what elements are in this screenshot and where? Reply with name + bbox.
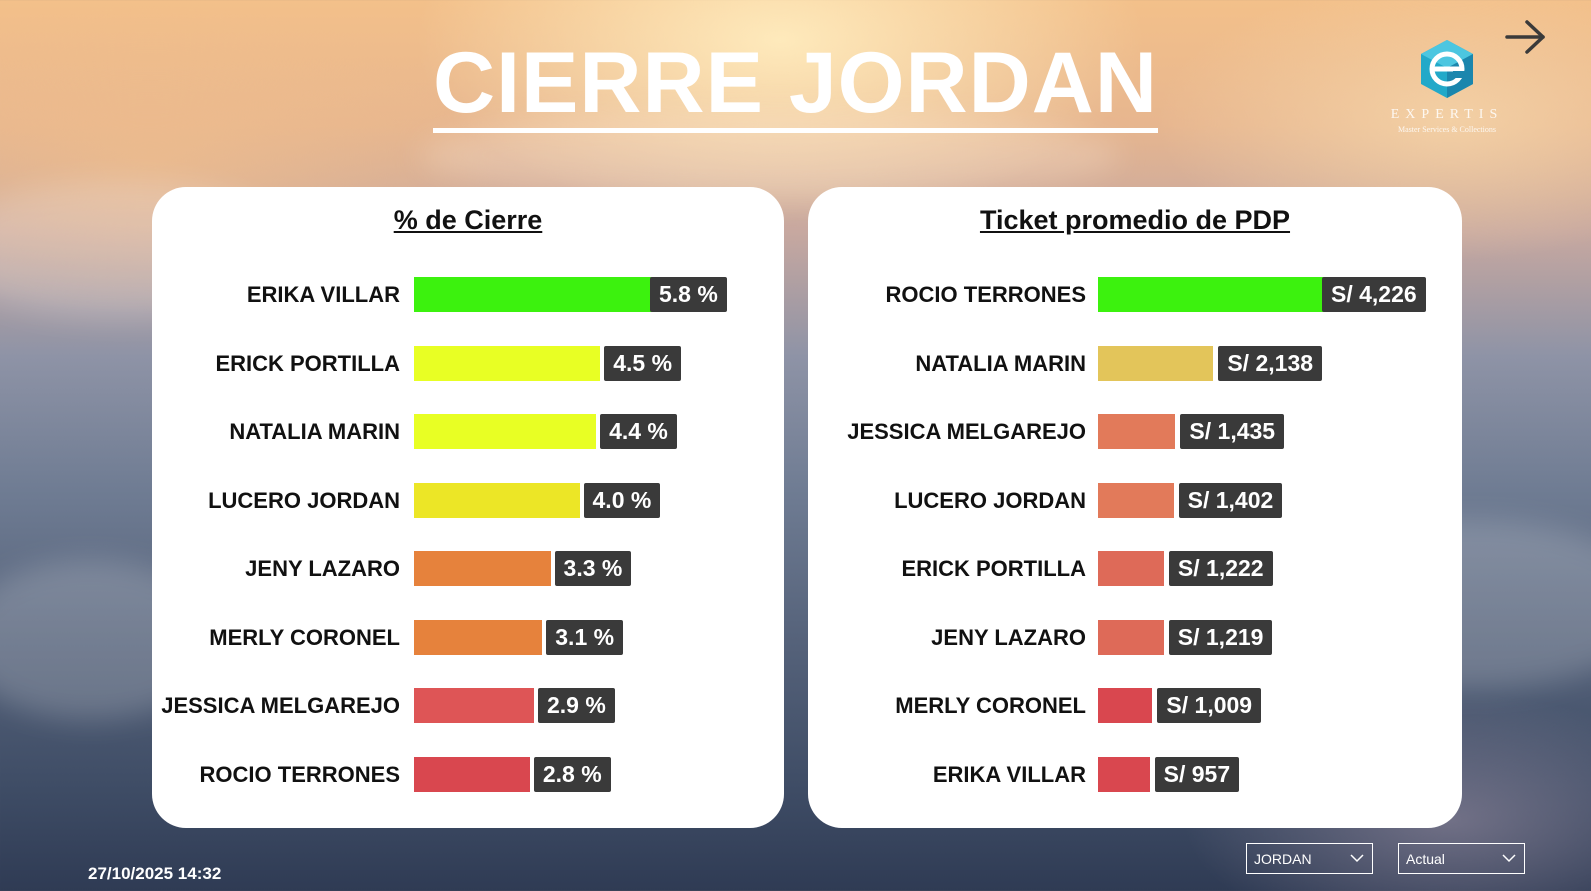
bar-row[interactable]: JESSICA MELGAREJO 2.9 % (152, 688, 784, 724)
logo-wordmark: EXPERTIS (1390, 107, 1504, 122)
bar-row[interactable]: ERICK PORTILLA 4.5 % (152, 345, 784, 382)
bar-row[interactable]: ERIKA VILLAR S/ 957 (808, 756, 1462, 793)
bar-row[interactable]: LUCERO JORDAN S/ 1,402 (808, 482, 1462, 519)
cloud-decoration (420, 110, 1120, 200)
bar[interactable] (414, 345, 601, 381)
bar[interactable] (1098, 345, 1214, 381)
chevron-down-icon (1502, 854, 1516, 863)
bar-row[interactable]: MERLY CORONEL 3.1 % (152, 619, 784, 656)
page-title: CIERRE JORDAN (0, 34, 1591, 133)
last-updated-timestamp: 27/10/2025 14:32 (88, 864, 222, 883)
bar-category-label: MERLY CORONEL (209, 624, 400, 650)
bar-row[interactable]: LUCERO JORDAN 4.0 % (152, 482, 784, 519)
arrow-right-icon[interactable] (1503, 14, 1549, 60)
bar[interactable] (414, 414, 597, 449)
bar-value-label: S/ 1,009 (1157, 688, 1262, 723)
bar-category-label: JENY LAZARO (245, 556, 400, 581)
bar-value-label: S/ 1,222 (1168, 551, 1273, 586)
bar-value-label: 2.9 % (538, 688, 615, 723)
bar[interactable] (414, 756, 530, 792)
bar[interactable] (1098, 551, 1164, 586)
bar-value-label: S/ 1,402 (1178, 482, 1283, 518)
bar-value-label: S/ 957 (1154, 756, 1240, 792)
bar-row[interactable]: ERICK PORTILLA S/ 1,222 (808, 551, 1462, 587)
bar[interactable] (1098, 619, 1164, 655)
bar[interactable] (1098, 482, 1174, 518)
bar[interactable] (1098, 277, 1326, 312)
bar-row[interactable]: JESSICA MELGAREJO S/ 1,435 (808, 414, 1462, 450)
bar-category-label: LUCERO JORDAN (894, 487, 1086, 513)
bar-row[interactable]: JENY LAZARO 3.3 % (152, 551, 784, 587)
bar-category-label: ROCIO TERRONES (885, 282, 1086, 307)
bar-row[interactable]: JENY LAZARO S/ 1,219 (808, 619, 1462, 656)
bar-category-label: MERLY CORONEL (895, 693, 1086, 718)
bar-category-label: JESSICA MELGAREJO (847, 419, 1086, 444)
page-title-text: CIERRE JORDAN (433, 35, 1158, 133)
bar-value-label: S/ 1,435 (1180, 414, 1285, 449)
chart-panel-cierre: % de Cierre ERIKA VILLAR 5.8 % ERICK PORTI… (152, 187, 784, 828)
bar-category-label: ERICK PORTILLA (901, 556, 1086, 581)
expertis-logo-icon (1421, 40, 1473, 98)
bar[interactable] (1098, 414, 1176, 449)
chart-title-cierre: % de Cierre (393, 205, 543, 235)
advisor-filter-dropdown[interactable]: JORDAN (1246, 843, 1373, 874)
chart-panel-ticket: Ticket promedio de PDP ROCIO TERRONES S/ … (808, 187, 1462, 828)
chevron-down-icon (1350, 854, 1364, 863)
bar-value-label: 4.4 % (600, 414, 677, 449)
company-logo: EXPERTIS Master Services & Collections (1380, 38, 1514, 138)
bar-category-label: NATALIA MARIN (229, 419, 400, 444)
bar[interactable] (1098, 688, 1153, 723)
bar-value-label: 2.8 % (533, 756, 611, 792)
bar-value-label: 4.0 % (583, 482, 661, 518)
bar-row[interactable]: ROCIO TERRONES 2.8 % (152, 756, 784, 793)
bar-value-label: 3.1 % (546, 619, 624, 655)
logo-tagline: Master Services & Collections (1398, 125, 1496, 134)
bar-row[interactable]: ROCIO TERRONES S/ 4,226 (808, 277, 1462, 313)
bar-category-label: JESSICA MELGAREJO (161, 693, 400, 718)
bar-value-label: 3.3 % (554, 551, 632, 586)
bar[interactable] (1098, 756, 1150, 792)
bar-row[interactable]: ERIKA VILLAR 5.8 % (152, 277, 784, 313)
bar-category-label: NATALIA MARIN (915, 350, 1086, 376)
bar-category-label: ERIKA VILLAR (246, 282, 400, 307)
bar[interactable] (414, 551, 551, 586)
bar[interactable] (414, 619, 543, 655)
bar[interactable] (414, 277, 654, 312)
period-filter-dropdown[interactable]: Actual (1398, 843, 1525, 874)
bar-category-label: ERICK PORTILLA (215, 350, 400, 376)
bar-value-label: S/ 1,219 (1168, 619, 1273, 655)
bar-value-label: 4.5 % (604, 345, 682, 381)
bar-row[interactable]: MERLY CORONEL S/ 1,009 (808, 688, 1462, 724)
bar-value-label: S/ 4,226 (1322, 277, 1426, 312)
bar-value-label: 5.8 % (650, 277, 727, 312)
bar-row[interactable]: NATALIA MARIN S/ 2,138 (808, 345, 1462, 382)
bar-category-label: LUCERO JORDAN (208, 487, 400, 513)
bar-category-label: ROCIO TERRONES (199, 761, 400, 787)
bar-category-label: JENY LAZARO (931, 624, 1086, 650)
period-filter-value: Actual (1406, 851, 1445, 867)
bar-category-label: ERIKA VILLAR (932, 761, 1086, 787)
bar[interactable] (414, 482, 580, 518)
bar[interactable] (414, 688, 534, 723)
advisor-filter-value: JORDAN (1254, 851, 1312, 867)
chart-title-ticket: Ticket promedio de PDP (979, 205, 1291, 235)
bar-value-label: S/ 2,138 (1218, 345, 1323, 381)
bar-row[interactable]: NATALIA MARIN 4.4 % (152, 414, 784, 450)
